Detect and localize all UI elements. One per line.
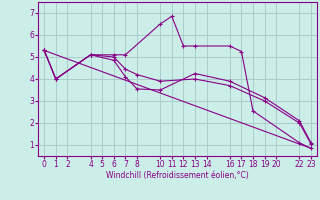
X-axis label: Windchill (Refroidissement éolien,°C): Windchill (Refroidissement éolien,°C)	[106, 171, 249, 180]
